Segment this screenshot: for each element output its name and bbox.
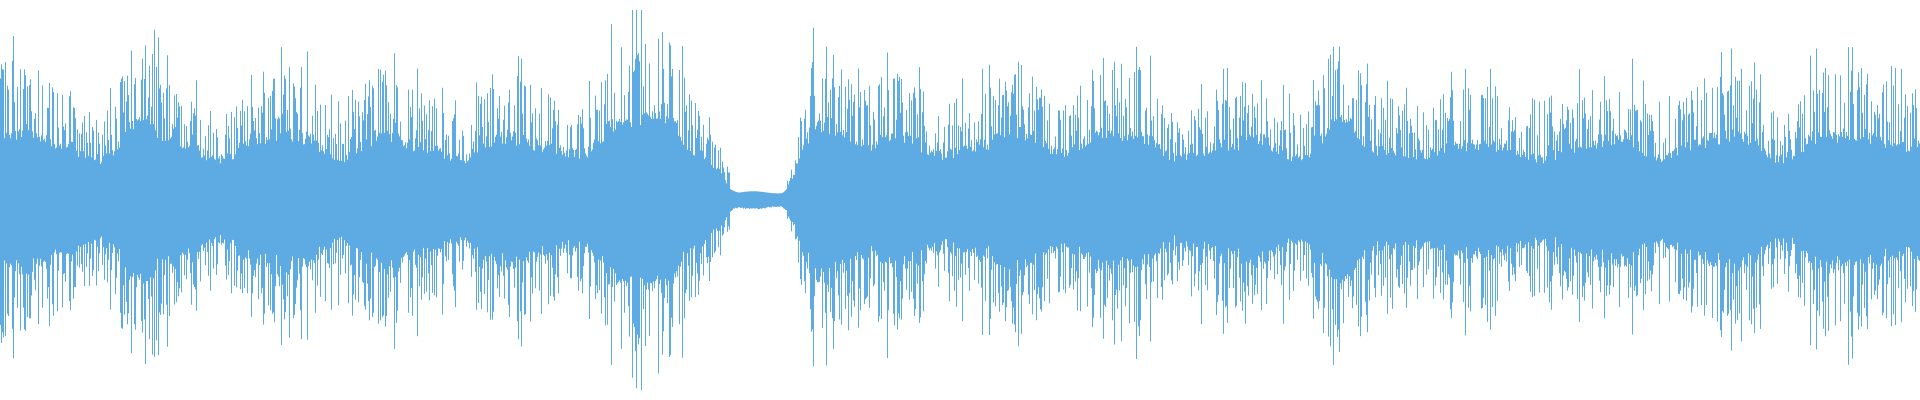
waveform-samples bbox=[0, 10, 1920, 391]
